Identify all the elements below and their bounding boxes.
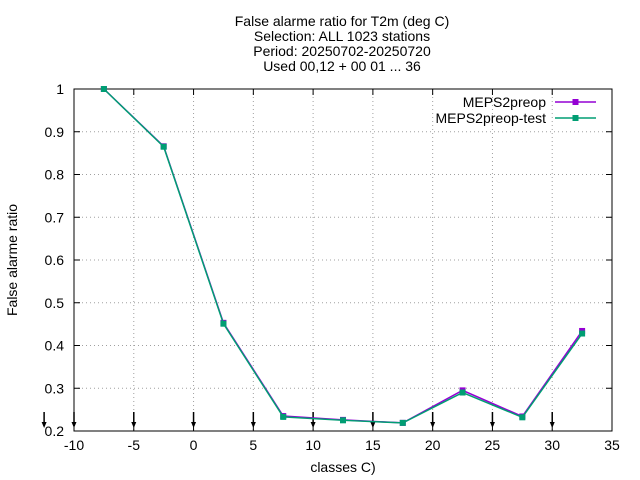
x-axis-title: classes C) (310, 459, 375, 475)
data-point (100, 86, 107, 92)
data-point (280, 413, 287, 420)
legend-label: MEPS2preop-test (436, 110, 547, 126)
bottom-arrows (41, 412, 555, 428)
bottom-arrow-head (489, 422, 495, 428)
series-layer (100, 86, 586, 426)
chart-title: False alarme ratio for T2m (deg C) Selec… (235, 13, 449, 74)
x-tick-label: 15 (365, 437, 381, 453)
y-tick-label: 0.5 (45, 295, 65, 311)
bottom-arrow-head (191, 422, 197, 428)
x-tick-label: 5 (249, 437, 257, 453)
grid (74, 89, 612, 431)
data-point (160, 143, 167, 150)
x-tick-label: -5 (128, 437, 141, 453)
x-tick-label: 0 (190, 437, 198, 453)
y-tick-label: 0.4 (45, 338, 65, 354)
title-line-2: Selection: ALL 1023 stations (254, 28, 430, 44)
bottom-arrow-head (430, 422, 436, 428)
x-tick-label: 30 (544, 437, 560, 453)
series-1 (100, 86, 586, 426)
x-tick-label: 20 (425, 437, 441, 453)
series-0 (100, 86, 586, 426)
bottom-arrow-head (549, 422, 555, 428)
y-tick-label: 0.2 (45, 423, 65, 439)
bottom-arrow-head (41, 422, 47, 428)
legend-label: MEPS2preop (463, 94, 546, 110)
y-tick-label: 0.3 (45, 380, 65, 396)
title-line-1: False alarme ratio for T2m (deg C) (235, 13, 449, 29)
y-tick-label: 0.8 (45, 167, 65, 183)
data-point (340, 417, 346, 424)
x-tick-label: 25 (485, 437, 501, 453)
y-tick-label: 0.9 (45, 124, 65, 140)
x-tick-label: 35 (604, 437, 620, 453)
legend-swatch-marker (572, 99, 579, 105)
bottom-arrow-head (250, 422, 256, 428)
title-line-4: Used 00,12 + 00 01 ... 36 (263, 58, 421, 74)
series-line (103, 88, 583, 424)
data-point (399, 419, 406, 426)
bottom-arrow-head (370, 422, 376, 428)
y-tick-label: 1 (56, 81, 64, 97)
bottom-arrow-head (310, 422, 316, 428)
data-point (519, 414, 526, 421)
bottom-arrow-head (71, 422, 77, 428)
series-line (103, 88, 583, 424)
y-axis-title: False alarme ratio (4, 204, 20, 316)
bottom-arrow-head (131, 422, 137, 428)
y-tick-label: 0.7 (45, 209, 65, 225)
axis-ticks: -10 -5 0 5 10 15 20 25 30 35 0.2 0.3 0.4 0.5 0.6 0.7 0.8… (45, 81, 620, 453)
data-point (459, 389, 466, 396)
x-tick-label: 10 (305, 437, 321, 453)
y-tick-label: 0.6 (45, 252, 65, 268)
title-line-3: Period: 20250702-20250720 (253, 43, 431, 59)
x-tick-label: -10 (64, 437, 84, 453)
legend-swatch-marker (572, 115, 579, 121)
data-point (579, 330, 586, 337)
data-point (220, 320, 227, 327)
